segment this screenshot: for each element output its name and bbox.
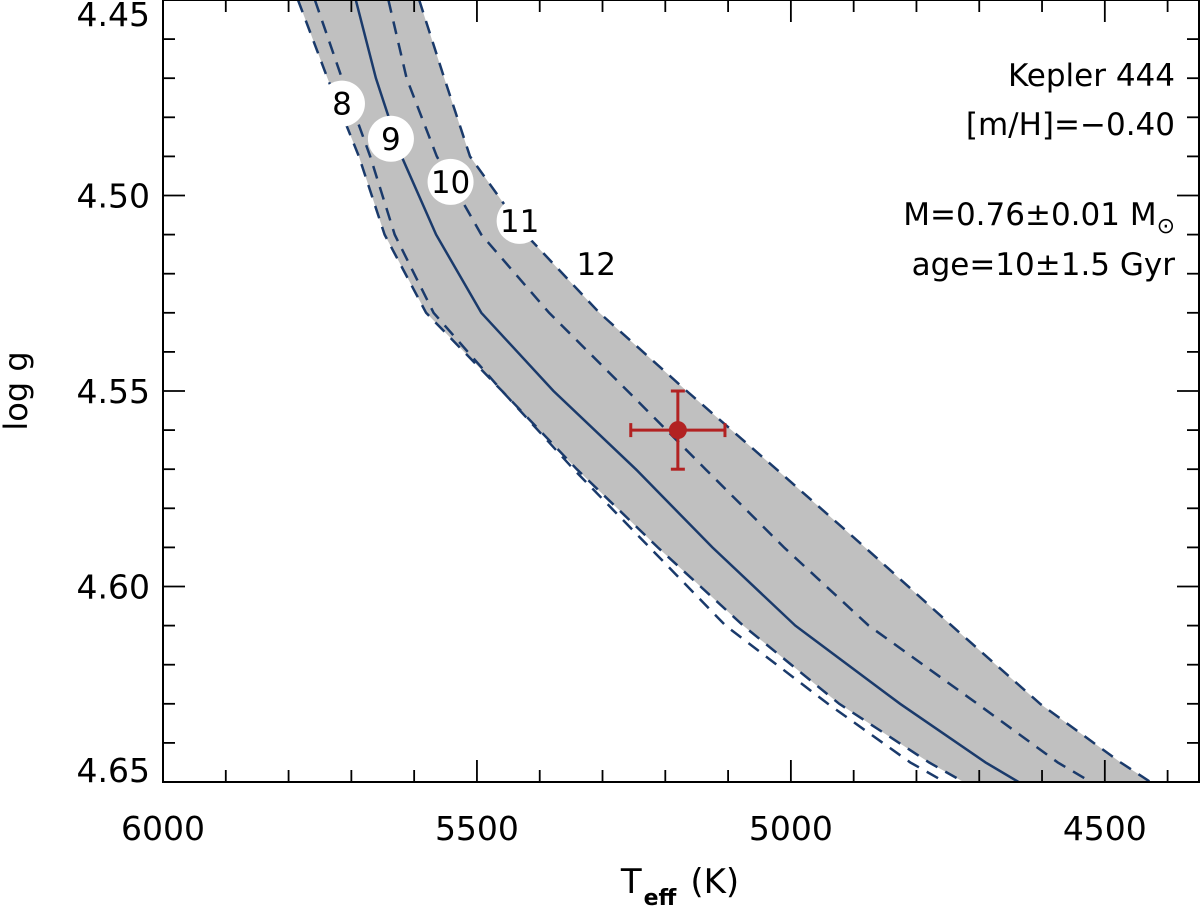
age-marker-8: 8 [318,80,365,127]
age-marker-label: 10 [431,165,470,201]
sun-symbol-icon: ⊙ [1157,214,1175,239]
y-tick-label: 4.55 [77,372,150,411]
age-marker-12: 12 [573,240,620,287]
annotation-block: Kepler 444 [m/H]=−0.40 M=0.76±0.01 M⊙ ag… [903,58,1175,283]
age-marker-disc [496,197,543,244]
age-marker-label: 8 [332,87,352,123]
axis-ticks [163,0,1199,782]
kepler-444-data-point [629,389,727,471]
isochrone-outer-lower [296,0,967,782]
x-tick-label: 4500 [1063,809,1147,848]
age-marker-disc [573,240,620,287]
age-marker-disc [318,80,365,127]
x-tick-label: 5000 [749,809,833,848]
annotation-mass: M=0.76±0.01 M⊙ [903,197,1175,239]
y-axis-label: log g [0,351,35,430]
age-marker-disc [367,115,414,162]
age-marker-11: 11 [496,197,543,244]
age-marker-label: 12 [577,247,616,283]
axis-tick-labels: 6000 5500 5000 4500 4.45 4.50 4.55 4.60 4.65 [77,0,1147,848]
y-tick-label: 4.60 [77,568,150,607]
annotation-mass-text: M=0.76±0.01 M [903,197,1156,233]
x-axis-label-subscript: eff [644,886,678,911]
isochrone-curves [296,0,1153,782]
annotation-metallicity: [m/H]=−0.40 [966,107,1175,143]
x-tick-label: 5500 [435,809,519,848]
x-axis-label-unit: (K) [690,862,739,902]
isochrone-inner-upper [387,0,1094,782]
annotation-age: age=10±1.5 Gyr [912,247,1176,283]
age-markers: 89 10 11 12 [318,80,620,287]
age-marker-disc [427,158,474,205]
uncertainty-band [298,0,1151,782]
age-marker-9: 9 [367,115,414,162]
plot-area: 89 10 11 12 [296,0,1153,782]
annotation-star-name: Kepler 444 [1008,58,1175,94]
x-tick-label: 6000 [121,809,205,848]
data-point-marker [668,421,687,440]
isochrone-outer-upper [418,0,1153,782]
y-tick-label: 4.65 [77,751,150,790]
y-tick-label: 4.45 [77,0,150,34]
x-axis-label: Teff (K) [620,862,739,911]
age-marker-label: 11 [500,204,539,240]
isochrone-inner-lower [313,0,948,782]
age-marker-label: 9 [381,122,401,158]
age-marker-10: 10 [427,158,474,205]
x-axis-label-main: T [620,862,642,902]
y-tick-label: 4.50 [77,177,150,216]
